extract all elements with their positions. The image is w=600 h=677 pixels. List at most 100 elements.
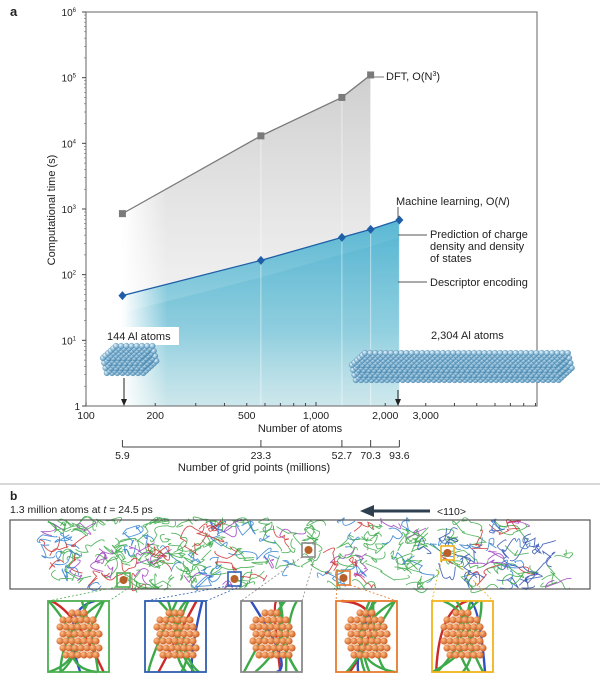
cluster-dot xyxy=(443,549,452,557)
atom xyxy=(533,349,540,357)
dislocation-line xyxy=(522,533,536,548)
cluster-atom xyxy=(86,651,94,659)
atom xyxy=(133,342,140,350)
dislocation-line xyxy=(258,517,270,526)
cluster-atom xyxy=(65,644,73,652)
cluster-atom xyxy=(71,616,79,624)
dislocation-line xyxy=(169,553,194,562)
dislocation-line xyxy=(135,551,155,567)
dft-marker xyxy=(118,210,126,218)
cluster-atom xyxy=(186,616,194,624)
atom xyxy=(460,349,467,357)
cluster-atom xyxy=(273,609,281,617)
dislocation-line xyxy=(353,521,374,532)
dislocation-line xyxy=(327,580,341,590)
cluster-atom xyxy=(350,637,358,645)
dislocation-line xyxy=(540,565,558,588)
cluster-marker-box xyxy=(440,545,455,561)
grid-points-axis-title: Number of grid points (millions) xyxy=(178,462,330,474)
cluster-atom xyxy=(189,651,197,659)
dislocation-line xyxy=(55,550,62,562)
cluster-atom xyxy=(371,644,379,652)
cluster-atom xyxy=(83,616,91,624)
panel-a-label: a xyxy=(10,4,18,19)
cluster-marker-box xyxy=(336,570,351,586)
atom xyxy=(429,349,436,357)
cluster-atom xyxy=(344,637,352,645)
cluster-atom xyxy=(273,623,281,631)
dislocation-line xyxy=(259,526,277,544)
dislocation-line xyxy=(196,526,225,543)
cluster-atom xyxy=(252,644,260,652)
cluster-atom xyxy=(270,616,278,624)
cluster-atom xyxy=(347,644,355,652)
dislocation-line xyxy=(36,534,58,544)
cluster-atom xyxy=(353,630,361,638)
cluster-atom xyxy=(476,651,484,659)
atom xyxy=(554,349,561,357)
cluster-atom xyxy=(356,623,364,631)
cluster-atom xyxy=(77,630,85,638)
dislocation-line xyxy=(263,556,275,569)
dislocation-line xyxy=(70,534,87,547)
atom xyxy=(413,349,421,357)
y-tick-label: 102 xyxy=(62,271,77,282)
cluster-atom xyxy=(276,644,284,652)
cluster-atom xyxy=(380,637,388,645)
dislocation-line xyxy=(515,538,531,550)
inset-dislocation xyxy=(242,600,287,673)
cluster-atom xyxy=(377,616,385,624)
dislocation-line xyxy=(121,557,138,572)
dislocation-line xyxy=(215,561,238,574)
dislocation-line xyxy=(248,569,265,583)
atom xyxy=(497,349,504,357)
cluster-atom xyxy=(356,637,364,645)
dislocation-line xyxy=(502,571,525,585)
cluster-atom xyxy=(59,616,67,624)
dislocation-line xyxy=(444,534,459,544)
cluster-atom xyxy=(470,651,478,659)
dislocation-line xyxy=(235,547,255,559)
cluster-atom xyxy=(476,637,484,645)
grid-points-axis: 5.9 23.3 52.7 70.3 93.6 xyxy=(115,440,410,462)
dislocation-line xyxy=(464,569,479,582)
dislocation-line xyxy=(465,577,499,594)
ml-marker xyxy=(395,215,404,225)
dislocation-line xyxy=(454,553,478,578)
cluster-atom xyxy=(282,630,290,638)
dislocation-line xyxy=(437,528,459,539)
dislocation-line xyxy=(486,567,503,575)
cluster-atom xyxy=(171,623,179,631)
dislocation-line xyxy=(202,536,227,548)
cluster-atom xyxy=(168,630,176,638)
cluster-atom xyxy=(377,644,385,652)
cluster-atom xyxy=(452,609,460,617)
inset-dislocation xyxy=(59,599,105,673)
cluster-atom xyxy=(159,623,167,631)
grid-axis-label: 52.7 xyxy=(332,450,353,462)
atom xyxy=(424,349,431,357)
dislocation-line xyxy=(413,543,442,553)
cluster-atom xyxy=(464,651,472,659)
dislocation-line xyxy=(444,536,459,547)
panel-b-caption: 1.3 million atoms at t = 24.5 ps xyxy=(10,504,153,516)
cluster-atom xyxy=(62,637,70,645)
dislocation-line xyxy=(151,517,170,525)
atom xyxy=(476,349,483,357)
dislocation-line xyxy=(149,573,160,589)
y-tick-label: 1 xyxy=(74,402,80,413)
cluster-atom xyxy=(282,644,290,652)
cluster-atom xyxy=(159,651,167,659)
cluster-atom xyxy=(273,651,281,659)
cluster-atom xyxy=(267,623,275,631)
cluster-atom xyxy=(95,644,103,652)
cluster-atom xyxy=(368,623,376,631)
ml-marker xyxy=(118,291,127,301)
atom xyxy=(403,349,410,357)
dislocation-line xyxy=(363,551,386,563)
cluster-atom xyxy=(473,644,481,652)
dislocation-network-image xyxy=(36,515,574,594)
cluster-atom xyxy=(276,616,284,624)
atom xyxy=(512,349,519,357)
area-fills xyxy=(122,12,400,406)
